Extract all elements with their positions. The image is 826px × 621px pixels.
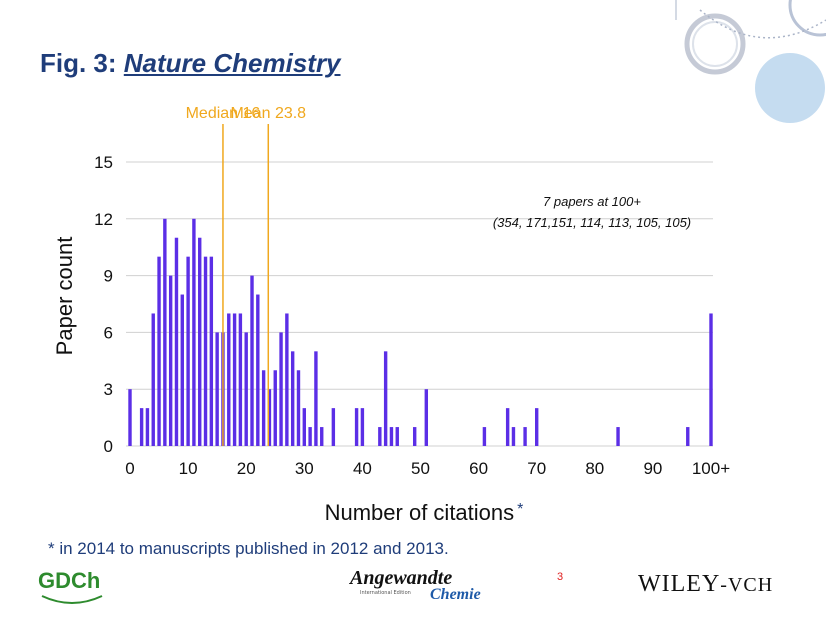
bar-x31 bbox=[308, 427, 312, 446]
x-tick-label-4: 40 bbox=[353, 459, 372, 478]
bar-x12 bbox=[198, 237, 202, 446]
bar-x39 bbox=[354, 408, 359, 446]
bar-x43 bbox=[378, 427, 382, 446]
bar-x21 bbox=[250, 275, 254, 446]
footnote: * in 2014 to manuscripts published in 20… bbox=[48, 539, 449, 558]
bar-x22 bbox=[256, 294, 260, 446]
chart-x-tick-labels: 0 10 20 30 40 50 60 70 80 90 100+ bbox=[125, 459, 730, 478]
y-tick-label-0: 0 bbox=[104, 437, 113, 456]
bar-x17 bbox=[227, 313, 231, 446]
bar-x0 bbox=[128, 389, 132, 446]
bar-x5 bbox=[157, 256, 161, 446]
y-tick-label-15: 15 bbox=[94, 153, 113, 172]
y-tick-label-9: 9 bbox=[104, 267, 113, 286]
slide-title: Fig. 3: Nature Chemistry bbox=[40, 48, 341, 79]
decor-ring bbox=[684, 13, 746, 75]
bar-x24 bbox=[267, 389, 272, 446]
bar-x20 bbox=[244, 332, 248, 446]
bar-x51 bbox=[424, 389, 429, 446]
x-tick-label-5: 50 bbox=[411, 459, 430, 478]
y-axis-label: Paper count bbox=[52, 237, 77, 356]
wiley-logo-text: WILEY bbox=[638, 571, 721, 597]
bar-x28 bbox=[290, 351, 295, 446]
gdch-logo: GDCh bbox=[38, 568, 101, 593]
x-axis-label-text: Number of citations bbox=[325, 500, 515, 525]
bar-x33 bbox=[320, 427, 324, 446]
angewandte-logo: Angewandte bbox=[350, 567, 453, 589]
bar-x84 bbox=[616, 427, 620, 446]
y-tick-label-12: 12 bbox=[94, 210, 113, 229]
y-tick-label-3: 3 bbox=[104, 380, 113, 399]
bar-x11 bbox=[192, 218, 196, 446]
x-tick-label-0: 0 bbox=[125, 459, 134, 478]
bar-x40 bbox=[360, 408, 365, 446]
bar-x19 bbox=[238, 313, 243, 446]
bar-x18 bbox=[232, 313, 237, 446]
bar-x35 bbox=[331, 408, 336, 446]
bar-x10 bbox=[186, 256, 190, 446]
y-tick-label-6: 6 bbox=[104, 323, 113, 342]
reference-label-0: Median 16 bbox=[186, 105, 261, 122]
angewandte-logo-chemie: Chemie bbox=[430, 586, 481, 603]
angewandte-edition: International Edition bbox=[360, 590, 411, 596]
annotation-line-2: (354, 171,151, 114, 113, 105, 105) bbox=[493, 215, 691, 230]
chart-y-tick-labels: 0 3 6 9 12 15 bbox=[94, 153, 113, 456]
bar-x45 bbox=[389, 427, 394, 446]
bar-x27 bbox=[285, 313, 289, 446]
bar-x23 bbox=[261, 370, 266, 446]
bar-x61 bbox=[482, 427, 487, 446]
bar-x26 bbox=[279, 332, 283, 446]
bar-x4 bbox=[151, 313, 155, 446]
bar-x96 bbox=[686, 427, 690, 446]
title-prefix: Fig. 3: bbox=[40, 48, 124, 78]
bar-x32 bbox=[314, 351, 318, 446]
x-axis-label-marker: * bbox=[517, 501, 523, 518]
page-number: 3 bbox=[557, 571, 564, 583]
bar-x2 bbox=[139, 408, 144, 446]
x-tick-label-6: 60 bbox=[469, 459, 488, 478]
decor-corner-ring bbox=[788, 0, 826, 37]
vch-logo-text: -VCH bbox=[720, 574, 774, 596]
x-tick-label-2: 20 bbox=[237, 459, 256, 478]
x-tick-label-8: 80 bbox=[585, 459, 604, 478]
bar-x65 bbox=[505, 408, 510, 446]
gdch-logo-arc bbox=[41, 595, 103, 604]
decor-inner-ring bbox=[692, 21, 738, 67]
bar-x15 bbox=[215, 332, 219, 446]
wiley-vch-logo: WILEY-VCH bbox=[638, 571, 773, 598]
bar-x25 bbox=[273, 370, 277, 446]
x-tick-label-7: 70 bbox=[527, 459, 546, 478]
bar-x30 bbox=[302, 408, 306, 446]
bar-x6 bbox=[163, 218, 167, 446]
bar-x70 bbox=[535, 408, 539, 446]
bar-x100 bbox=[709, 313, 713, 446]
x-axis-label: Number of citations * bbox=[325, 500, 524, 525]
x-tick-label-10: 100+ bbox=[692, 459, 730, 478]
bar-x44 bbox=[383, 351, 388, 446]
bar-x49 bbox=[412, 427, 417, 446]
bar-x9 bbox=[180, 294, 184, 446]
bar-x66 bbox=[511, 427, 516, 446]
bar-x13 bbox=[203, 256, 208, 446]
bar-x3 bbox=[145, 408, 150, 446]
annotation-line-1: 7 papers at 100+ bbox=[543, 194, 641, 209]
bar-x29 bbox=[296, 370, 301, 446]
bar-x14 bbox=[209, 256, 214, 446]
title-journal: Nature Chemistry bbox=[123, 48, 341, 78]
x-tick-label-9: 90 bbox=[643, 459, 662, 478]
bar-x8 bbox=[174, 237, 179, 446]
x-tick-label-1: 10 bbox=[179, 459, 198, 478]
decor-filled-circle bbox=[755, 53, 825, 123]
x-tick-label-3: 30 bbox=[295, 459, 314, 478]
bar-x46 bbox=[395, 427, 399, 446]
bar-x68 bbox=[523, 427, 527, 446]
bar-x7 bbox=[168, 275, 173, 446]
reference-label-1: Mean 23.8 bbox=[230, 105, 306, 122]
